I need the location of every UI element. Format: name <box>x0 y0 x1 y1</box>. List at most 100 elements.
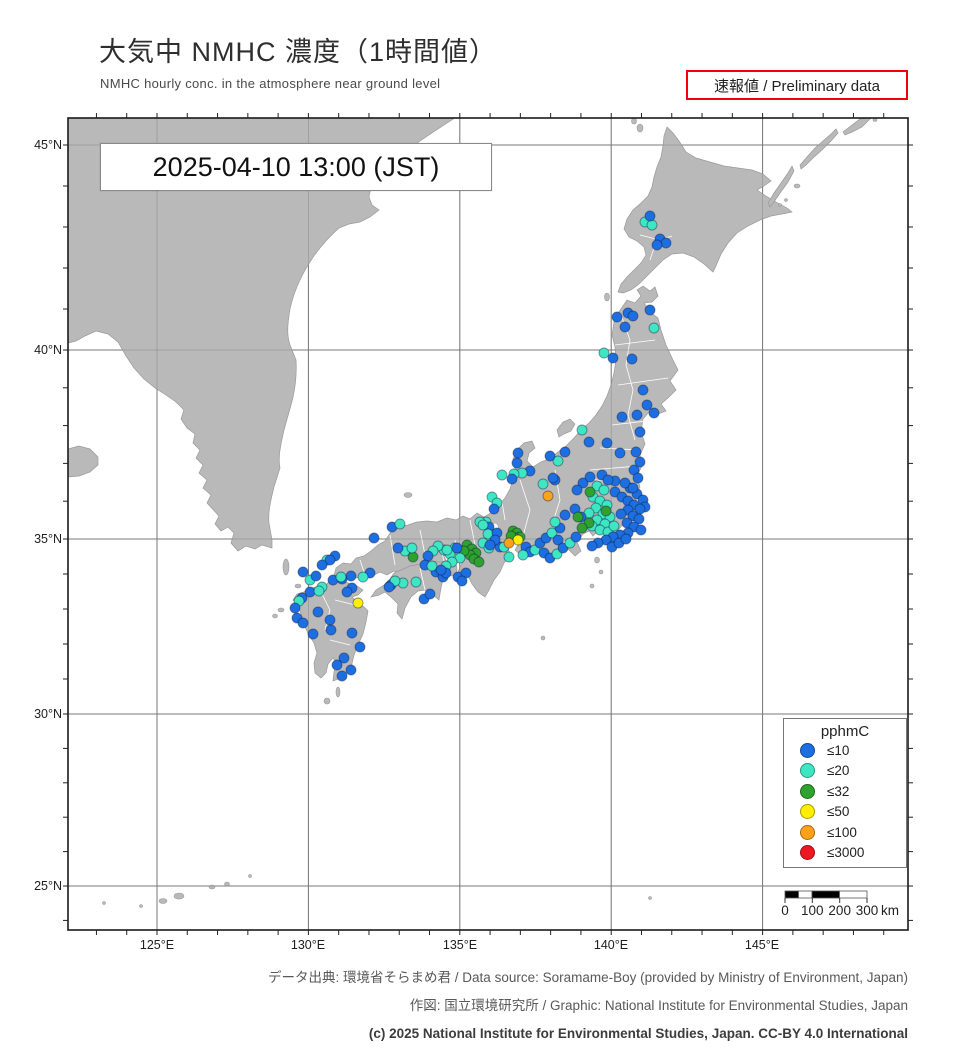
station-dot <box>511 457 523 469</box>
scale-bar-label: 300 <box>856 903 879 918</box>
hokkaido <box>617 126 793 294</box>
station-dot <box>316 559 328 571</box>
station-dot <box>410 576 422 588</box>
station-dot <box>289 602 301 614</box>
legend: pphmC ≤10 ≤20 ≤32 ≤50 ≤100 ≤3000 <box>783 718 907 868</box>
small-island <box>102 901 106 905</box>
station-dot <box>392 542 404 554</box>
station-dot <box>324 554 336 566</box>
small-island <box>872 118 878 122</box>
station-dot <box>313 585 325 597</box>
preliminary-data-badge: 速報値 / Preliminary data <box>686 70 908 100</box>
station-dot <box>600 505 612 517</box>
station-dot <box>537 478 549 490</box>
station-dot <box>546 527 558 539</box>
station-dot <box>345 570 357 582</box>
kunashiri-island <box>767 165 795 208</box>
station-dot <box>633 513 645 525</box>
small-island <box>208 884 216 890</box>
legend-item: ≤50 <box>784 802 906 823</box>
station-dot <box>503 551 515 563</box>
legend-color-dot <box>800 845 815 861</box>
map-frame <box>67 117 909 931</box>
station-dot <box>648 322 660 334</box>
prefecture-border <box>519 479 531 541</box>
station-dot <box>406 542 418 554</box>
prefecture-border <box>419 529 426 556</box>
legend-color-dot <box>800 742 815 758</box>
lat-axis-label: 35°N <box>34 532 62 546</box>
timestamp-label: 2025-04-10 13:00 (JST) <box>152 151 440 182</box>
small-island <box>589 583 595 589</box>
station-dot <box>571 484 583 496</box>
station-dot <box>627 482 639 494</box>
prefecture-border <box>614 339 656 346</box>
station-dot <box>346 627 358 639</box>
station-dot <box>559 509 571 521</box>
station-dot <box>620 533 632 545</box>
station-dot <box>644 210 656 222</box>
small-island <box>631 118 637 125</box>
station-dot <box>583 517 595 529</box>
station-dot <box>637 384 649 396</box>
station-dot <box>584 486 596 498</box>
prefecture-border <box>620 314 636 441</box>
station-dot <box>549 516 561 528</box>
station-dot <box>345 664 357 676</box>
legend-color-dot <box>800 763 815 779</box>
prefecture-border <box>589 465 639 471</box>
legend-color-dot <box>800 783 815 799</box>
small-island <box>282 558 290 576</box>
station-dot <box>598 484 610 496</box>
station-dot <box>609 486 621 498</box>
station-dot <box>583 436 595 448</box>
scale-bar-segment <box>811 890 840 899</box>
legend-item-label: ≤3000 <box>827 845 865 861</box>
small-island <box>158 898 168 904</box>
prefecture-border <box>389 534 396 566</box>
station-dot <box>619 477 631 489</box>
station-dot <box>544 450 556 462</box>
small-island <box>604 292 610 302</box>
station-dot <box>488 503 500 515</box>
station-dot <box>512 447 524 459</box>
scale-bar-segment <box>784 890 799 899</box>
prefecture-border <box>611 419 656 426</box>
station-dot <box>634 456 646 468</box>
station-dot <box>651 239 663 251</box>
small-island <box>636 123 644 133</box>
small-island <box>594 556 600 564</box>
legend-item-label: ≤100 <box>827 824 857 840</box>
station-dot <box>559 446 571 458</box>
station-dot <box>611 311 623 323</box>
legend-color-dot <box>800 824 815 840</box>
lat-axis-label: 40°N <box>34 343 62 357</box>
station-dot <box>586 540 598 552</box>
station-dot <box>357 571 369 583</box>
station-dot <box>577 477 589 489</box>
lon-axis-label: 140°E <box>593 938 629 952</box>
legend-item: ≤10 <box>784 740 906 761</box>
station-dot <box>634 503 646 515</box>
station-dot <box>325 624 337 636</box>
small-island <box>224 881 230 887</box>
legend-item: ≤3000 <box>784 843 906 864</box>
page-subtitle: NMHC hourly conc. in the atmosphere near… <box>100 76 441 91</box>
footer-data-source: データ出典: 環境省そらまめ君 / Data source: Soramame-… <box>268 970 908 985</box>
station-dot <box>484 539 496 551</box>
station-dot <box>354 641 366 653</box>
small-island <box>272 613 278 619</box>
legend-item: ≤32 <box>784 781 906 802</box>
small-island <box>648 896 652 900</box>
scale-bar-segment <box>798 890 813 899</box>
station-dot <box>477 519 489 531</box>
prefecture-border <box>469 519 476 546</box>
station-dot <box>627 310 639 322</box>
station-dot <box>602 474 614 486</box>
station-dot <box>297 617 309 629</box>
station-dot <box>352 597 364 609</box>
station-dot <box>584 471 596 483</box>
small-island <box>294 583 302 589</box>
station-dot <box>576 522 588 534</box>
scale-bar-label: 0 <box>781 903 789 918</box>
